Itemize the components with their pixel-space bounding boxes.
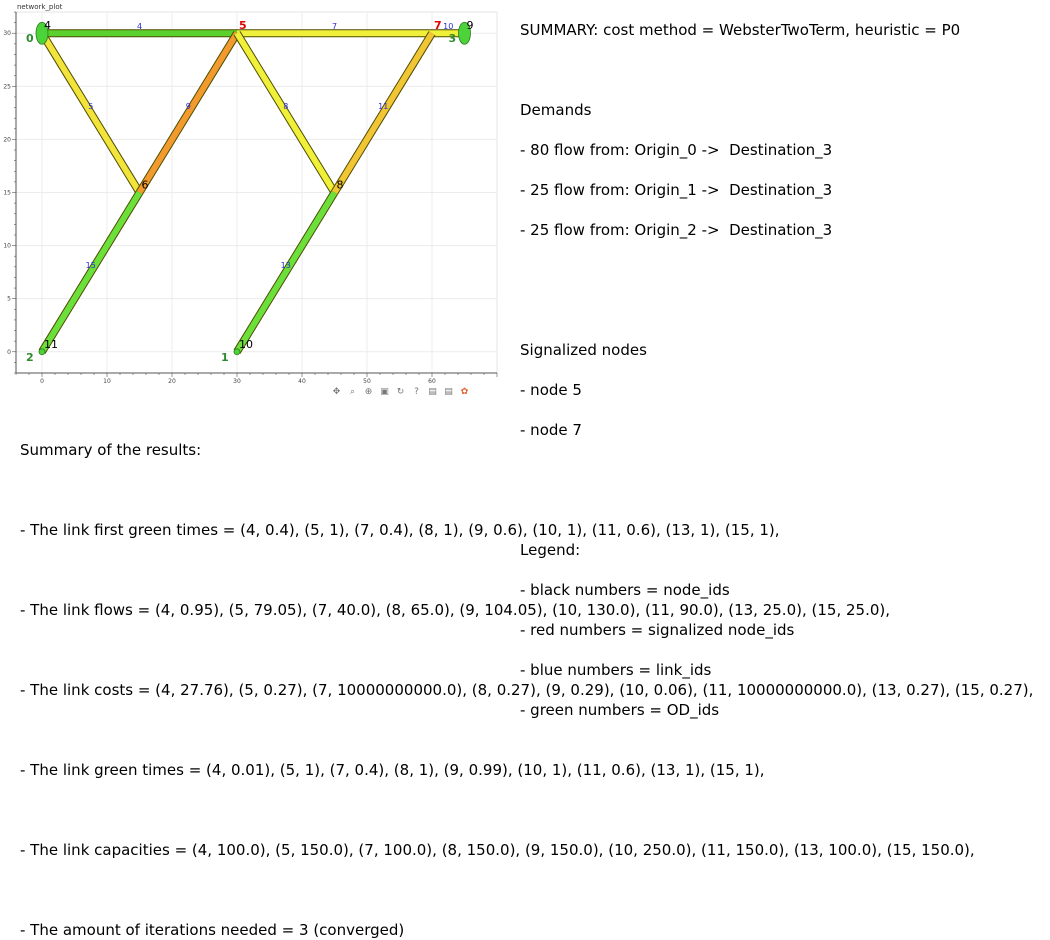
signalized-title: Signalized nodes [520, 341, 647, 359]
link-9 [136, 31, 240, 195]
od-label: 1 [221, 351, 229, 364]
legend-item: - red numbers = signalized node_ids [520, 621, 795, 639]
y-tick-label: 5 [7, 296, 11, 303]
spacer [20, 800, 1033, 820]
y-tick-label: 10 [3, 243, 11, 250]
legend-item: - blue numbers = link_ids [520, 661, 712, 679]
node-label: 10 [239, 338, 253, 351]
signalized-node-label: 5 [239, 19, 247, 32]
od-marker [35, 21, 49, 45]
node-label: 11 [44, 338, 58, 351]
hover-icon[interactable]: ▤ [428, 387, 437, 397]
spacer [20, 640, 1033, 660]
x-tick-label: 30 [233, 378, 241, 385]
y-tick-label: 20 [3, 136, 11, 143]
legend-item: - black numbers = node_ids [520, 581, 730, 599]
node-label: 9 [467, 19, 474, 32]
signalized-item: - node 7 [520, 421, 582, 439]
link-label: 8 [283, 102, 288, 111]
plot-toolbar: ✥ ⌕ ⊕ ▣ ↻? ▤ ▤ ✿ [330, 385, 471, 399]
spacer [20, 480, 1033, 500]
spacer [520, 260, 960, 280]
demand-item: - 25 flow from: Origin_2 -> Destination_… [520, 221, 833, 239]
od-marker [458, 21, 471, 45]
signalized-item: - node 5 [520, 381, 582, 399]
od-label: 0 [26, 32, 34, 45]
x-tick-label: 20 [168, 378, 176, 385]
node-label: 6 [142, 179, 149, 192]
results-title: Summary of the results: [20, 441, 202, 459]
y-tick-label: 30 [3, 30, 11, 37]
y-tick-label: 0 [7, 349, 11, 356]
link-label: 7 [332, 22, 337, 31]
plot-title: network_plot [17, 3, 63, 11]
link-label: 15 [86, 261, 96, 270]
help-icon[interactable]: ? [414, 387, 419, 397]
result-green: - The link green times = (4, 0.01), (5, … [20, 761, 765, 779]
x-tick-label: 0 [40, 378, 44, 385]
node-label: 4 [44, 19, 51, 32]
demands-title: Demands [520, 101, 592, 119]
save-icon[interactable]: ▣ [380, 387, 389, 397]
x-tick-label: 10 [103, 378, 111, 385]
signalized-node-label: 7 [434, 19, 442, 32]
result-costs: - The link costs = (4, 27.76), (5, 0.27)… [20, 681, 1034, 699]
x-tick-label: 60 [428, 378, 436, 385]
result-iterations: - The amount of iterations needed = 3 (c… [20, 921, 405, 939]
link-label: 5 [88, 102, 93, 111]
wheel-zoom-icon[interactable]: ⊕ [364, 387, 373, 397]
reset-icon[interactable]: ↻ [396, 387, 405, 397]
link-15 [39, 190, 143, 354]
demand-item: - 80 flow from: Origin_0 -> Destination_… [520, 141, 833, 159]
link-label: 10 [443, 22, 453, 31]
results-panel: Summary of the results: - The link first… [20, 440, 1033, 940]
result-capacities: - The link capacities = (4, 100.0), (5, … [20, 841, 975, 859]
spacer [20, 720, 1033, 740]
spacer [520, 300, 960, 320]
y-tick-label: 25 [3, 83, 11, 90]
link-label: 9 [186, 102, 191, 111]
result-flows: - The link flows = (4, 0.95), (5, 79.05)… [20, 601, 890, 619]
link-5 [39, 31, 143, 195]
spacer [20, 560, 1033, 580]
y-tick-label: 15 [3, 190, 11, 197]
link-label: 13 [281, 261, 291, 270]
pan-icon[interactable]: ✥ [332, 387, 341, 397]
link-13 [234, 190, 338, 354]
summary-panel: SUMMARY: cost method = WebsterTwoTerm, h… [520, 20, 960, 720]
link-8 [234, 31, 338, 195]
link-label: 4 [137, 22, 142, 31]
link-11 [331, 31, 435, 195]
od-marker [233, 348, 241, 356]
x-tick-label: 40 [298, 378, 306, 385]
box-zoom-icon[interactable]: ⌕ [349, 387, 356, 397]
x-tick-label: 50 [363, 378, 371, 385]
od-label: 2 [26, 351, 34, 364]
od-marker [38, 348, 46, 356]
legend-title: Legend: [520, 541, 581, 559]
node-label: 8 [337, 179, 344, 192]
bokeh-logo-icon[interactable]: ✿ [460, 387, 469, 397]
summary-line: SUMMARY: cost method = WebsterTwoTerm, h… [520, 21, 961, 39]
legend-item: - green numbers = OD_ids [520, 701, 720, 719]
link-label: 11 [378, 102, 388, 111]
result-first-green: - The link first green times = (4, 0.4),… [20, 521, 780, 539]
demands-spacer [520, 60, 960, 80]
spacer [20, 880, 1033, 900]
od-label: 3 [449, 32, 457, 45]
demand-item: - 25 flow from: Origin_1 -> Destination_… [520, 181, 833, 199]
hover-icon-2[interactable]: ▤ [444, 387, 453, 397]
